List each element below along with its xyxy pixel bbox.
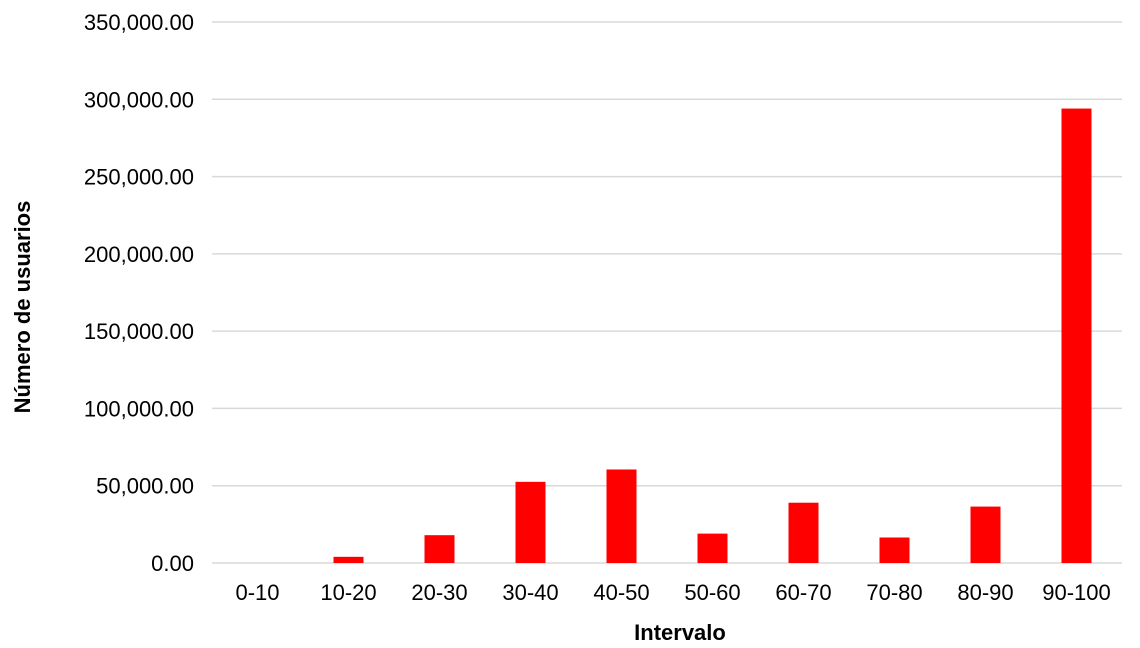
bars xyxy=(333,108,1092,563)
x-tick-label: 30-40 xyxy=(502,580,558,605)
bar-10-20 xyxy=(333,556,364,563)
y-axis-ticks: 0.00 50,000.00 100,000.00 150,000.00 200,000… xyxy=(84,10,194,576)
gridlines xyxy=(212,21,1122,564)
x-tick-label: 0-10 xyxy=(235,580,279,605)
y-tick-label: 350,000.00 xyxy=(84,10,194,35)
bar-20-30 xyxy=(424,535,455,563)
bar-70-80 xyxy=(879,537,910,563)
x-tick-label: 70-80 xyxy=(866,580,922,605)
x-tick-label: 40-50 xyxy=(593,580,649,605)
y-tick-label: 200,000.00 xyxy=(84,242,194,267)
y-tick-label: 250,000.00 xyxy=(84,165,194,190)
y-tick-label: 0.00 xyxy=(151,551,194,576)
x-tick-label: 80-90 xyxy=(957,580,1013,605)
x-tick-label: 10-20 xyxy=(320,580,376,605)
x-tick-label: 60-70 xyxy=(775,580,831,605)
x-tick-label: 90-100 xyxy=(1042,580,1111,605)
bar-50-60 xyxy=(697,533,728,563)
bar-80-90 xyxy=(970,506,1001,563)
bar-60-70 xyxy=(788,502,819,563)
x-axis-ticks: 0-10 10-20 20-30 30-40 40-50 50-60 60-70 70-80 8… xyxy=(235,580,1110,605)
x-tick-label: 20-30 xyxy=(411,580,467,605)
y-tick-label: 300,000.00 xyxy=(84,87,194,112)
x-tick-label: 50-60 xyxy=(684,580,740,605)
y-tick-label: 50,000.00 xyxy=(96,474,194,499)
bar-40-50 xyxy=(606,469,637,563)
y-tick-label: 100,000.00 xyxy=(84,396,194,421)
bar-30-40 xyxy=(515,481,546,563)
y-axis-title: Número de usuarios xyxy=(10,201,35,414)
bar-90-100 xyxy=(1061,108,1092,563)
x-axis-title: Intervalo xyxy=(634,620,726,645)
y-tick-label: 150,000.00 xyxy=(84,319,194,344)
